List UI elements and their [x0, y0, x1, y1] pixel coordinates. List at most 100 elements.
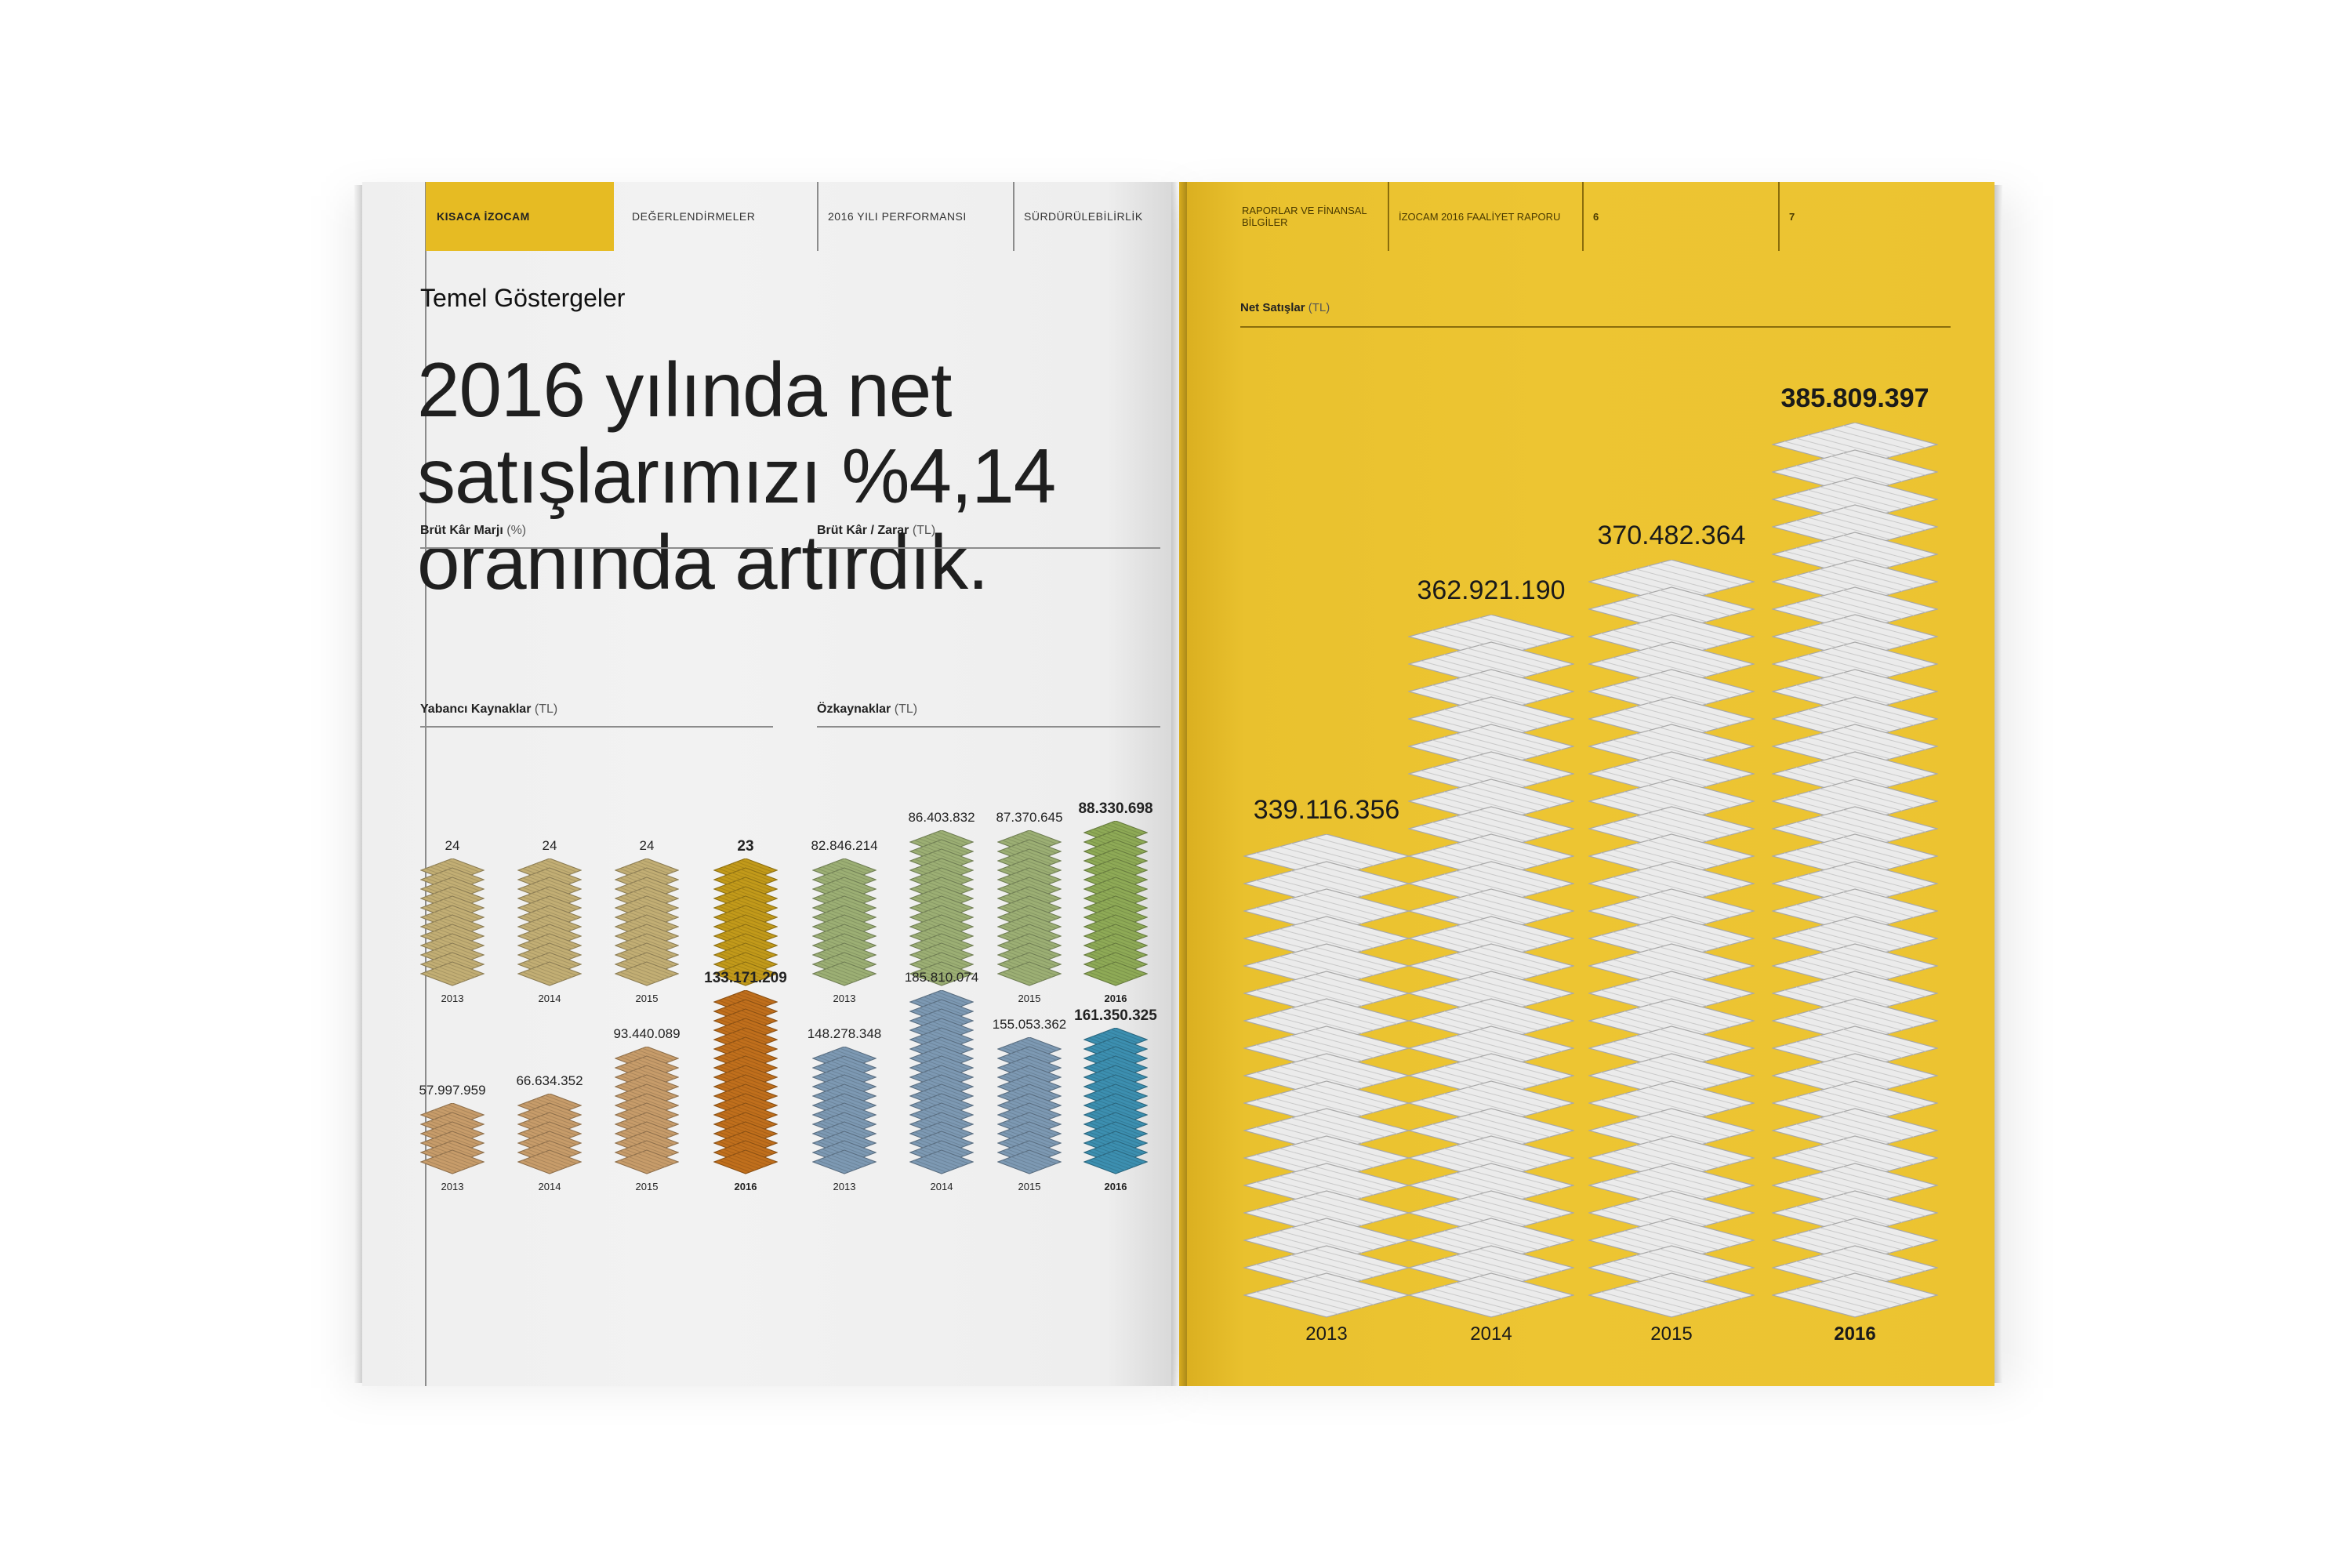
net-satislar-bar-2015-tile	[1588, 833, 1755, 879]
ozkaynaklar-value-label: 161.350.325	[1074, 1007, 1157, 1024]
brut_kar_marji-value-label: 24	[542, 838, 557, 853]
right-page: RAPORLAR VE FİNANSAL BİLGİLER İZOCAM 201…	[1179, 182, 1994, 1386]
yabanci_kaynaklar-bar-2014-tile	[517, 1149, 582, 1174]
net-satislar-bar-2014-tile	[1408, 1053, 1574, 1098]
ozkaynaklar-year-label: 2015	[1018, 1181, 1041, 1192]
nav-tab-surdurulebilirlik[interactable]: SÜRDÜRÜLEBİLİRLİK	[1024, 210, 1143, 223]
net-satislar-bar-2014-tile	[1408, 1272, 1574, 1318]
page-edge-left	[354, 185, 362, 1383]
net-satislar-bar-2014-tile	[1408, 1108, 1574, 1153]
page-edge-right	[1994, 185, 2002, 1383]
brut_kar_marji-bar-2015	[615, 858, 679, 986]
ozkaynaklar-bar-2015-tile	[997, 1149, 1062, 1174]
yabanci_kaynaklar-bar-2013	[420, 1103, 485, 1174]
net-satislar-bar-2013-tile	[1243, 1190, 1410, 1236]
net-satislar-year-label: 2014	[1470, 1323, 1512, 1345]
yabanci_kaynaklar-title-text: Yabancı Kaynaklar	[420, 702, 535, 716]
brut_kar_zarar-title-text: Brüt Kâr / Zarar	[817, 524, 913, 537]
brut_kar_zarar-rule	[817, 547, 1160, 549]
ozkaynaklar-bar-2014-tile	[909, 1149, 974, 1174]
ozkaynaklar-title: Özkaynaklar (TL)	[817, 702, 917, 717]
yabanci_kaynaklar-bar-2016-tile	[713, 1149, 778, 1174]
net-satislar-bar-2014-tile	[1408, 615, 1574, 659]
net-satislar-bar-2013-tile	[1243, 888, 1410, 934]
net-satislar-bar-2015-tile	[1588, 888, 1755, 934]
net-satislar-bar-2013-tile	[1243, 916, 1410, 961]
net-satislar-bar-2014-tile	[1408, 943, 1574, 989]
brut_kar_zarar-year-label: 2015	[1018, 993, 1041, 1004]
nav-tab-performans[interactable]: 2016 YILI PERFORMANSI	[828, 210, 967, 223]
net-satislar-bar-2013	[1243, 834, 1410, 1318]
brut_kar_marji-title: Brüt Kâr Marjı (%)	[420, 524, 526, 538]
brut_kar_marji-bar-2013	[420, 858, 485, 986]
brut_kar_marji-bar-2014-tile	[517, 961, 582, 986]
net-satislar-bar-2016-tile	[1772, 806, 1938, 851]
net-satislar-year-label: 2015	[1650, 1323, 1693, 1345]
ozkaynaklar-year-label: 2013	[833, 1181, 856, 1192]
brut_kar_zarar-title-unit: (TL)	[912, 524, 936, 537]
nav-tab-kisaca-izocam[interactable]: KISACA İZOCAM	[426, 182, 614, 251]
left-page: KISACA İZOCAM DEĞERLENDİRMELER 2016 YILI…	[362, 182, 1171, 1386]
yabanci_kaynaklar-bar-2015-tile	[615, 1149, 679, 1174]
brut_kar_zarar-bar-2013	[812, 858, 877, 986]
net-satislar-bar-2014-tile	[1408, 1245, 1574, 1290]
net-satislar-bar-2016	[1772, 423, 1938, 1318]
net-satislar-bar-2015-tile	[1588, 861, 1755, 906]
net-satislar-bar-2015-tile	[1588, 724, 1755, 769]
net-satislar-bar-2016-tile	[1772, 1053, 1938, 1098]
net-satislar-title-text: Net Satışlar	[1240, 301, 1308, 314]
nav-tab-degerlendirmeler[interactable]: DEĞERLENDİRMELER	[632, 210, 756, 223]
net-satislar-value-label: 339.116.356	[1253, 795, 1400, 825]
net-satislar-year-label: 2013	[1305, 1323, 1348, 1345]
net-satislar-bar-2013-tile	[1243, 1080, 1410, 1126]
net-satislar-bar-2014-tile	[1408, 641, 1574, 687]
brut_kar_marji-title-text: Brüt Kâr Marjı	[420, 524, 507, 537]
brut_kar_zarar-bar-2016	[1083, 821, 1148, 986]
net-satislar-bar-2013-tile	[1243, 943, 1410, 989]
net-satislar-bar-2014-tile	[1408, 1190, 1574, 1236]
ozkaynaklar-title-text: Özkaynaklar	[817, 702, 895, 716]
net-satislar-bar-2016-tile	[1772, 971, 1938, 1016]
brut_kar_zarar-value-label: 87.370.645	[996, 810, 1063, 825]
brut_kar_zarar-bar-2014	[909, 830, 974, 986]
net-satislar-bar-2016-tile	[1772, 586, 1938, 632]
headline: 2016 yılında net satışlarımızı %4,14 ora…	[417, 347, 1056, 605]
brut_kar_marji-bar-2014	[517, 858, 582, 986]
brut_kar_zarar-bar-2015-tile	[997, 961, 1062, 986]
net-satislar-bar-2016-tile	[1772, 696, 1938, 742]
brut_kar_zarar-bar-2013-tile	[812, 961, 877, 986]
net-satislar-value-label: 362.921.190	[1417, 575, 1566, 605]
yabanci_kaynaklar-bar-2016	[713, 990, 778, 1174]
net-satislar-value-label: 370.482.364	[1597, 521, 1746, 550]
net-satislar-bar-2016-tile	[1772, 833, 1938, 879]
brut_kar_zarar-year-label: 2013	[833, 993, 856, 1004]
net-satislar-bar-2014-tile	[1408, 1163, 1574, 1208]
brut_kar_marji-value-label: 24	[639, 838, 655, 853]
ozkaynaklar-value-label: 185.810.074	[904, 970, 979, 985]
net-satislar-bar-2016-tile	[1772, 1163, 1938, 1208]
yabanci_kaynaklar-bar-2015	[615, 1047, 679, 1174]
ozkaynaklar-bar-2016-tile	[1083, 1149, 1148, 1174]
yabanci_kaynaklar-year-label: 2013	[441, 1181, 464, 1192]
nav-tab-raporlar[interactable]: RAPORLAR VE FİNANSAL BİLGİLER	[1242, 205, 1367, 228]
yabanci_kaynaklar-year-label: 2015	[635, 1181, 659, 1192]
section-title: Temel Göstergeler	[420, 284, 626, 312]
net-satislar-bar-2016-tile	[1772, 1190, 1938, 1236]
net-satislar-bar-2013-tile	[1243, 1135, 1410, 1181]
ozkaynaklar-year-label: 2016	[1104, 1181, 1127, 1192]
yabanci_kaynaklar-title: Yabancı Kaynaklar (TL)	[420, 702, 557, 717]
nav-tab-faaliyet-raporu[interactable]: İZOCAM 2016 FAALİYET RAPORU	[1399, 210, 1561, 223]
net-satislar-bar-2014	[1408, 615, 1574, 1318]
net-satislar-bar-2013-tile	[1243, 1272, 1410, 1318]
net-satislar-bar-2015-tile	[1588, 1218, 1755, 1263]
yabanci_kaynaklar-value-label: 66.634.352	[516, 1073, 583, 1088]
net-satislar-bar-2015-tile	[1588, 1135, 1755, 1181]
net-satislar-bar-2016-tile	[1772, 1025, 1938, 1071]
net-satislar-value-label: 385.809.397	[1780, 383, 1929, 413]
yabanci_kaynaklar-value-label: 133.171.209	[704, 970, 787, 986]
brut_kar_zarar-value-label: 82.846.214	[811, 838, 878, 853]
brut_kar_zarar-bar-2016-tile	[1083, 961, 1148, 986]
net-satislar-bar-2016-tile	[1772, 669, 1938, 714]
net-satislar-year-label: 2016	[1834, 1323, 1876, 1345]
net-satislar-bar-2015-tile	[1588, 614, 1755, 659]
